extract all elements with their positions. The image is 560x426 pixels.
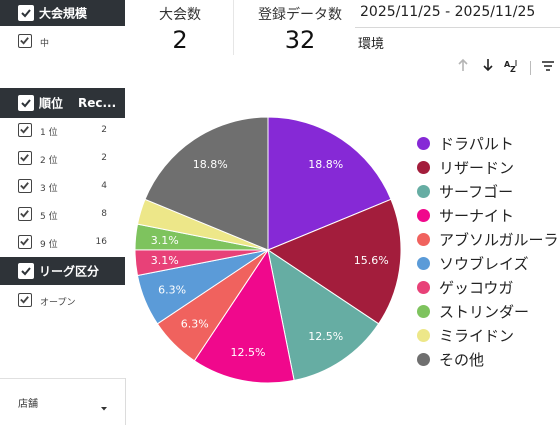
pie-slice-label: 3.1% bbox=[151, 254, 179, 267]
arrow-down-icon[interactable] bbox=[480, 58, 496, 78]
filter-option[interactable]: 中 bbox=[0, 28, 125, 56]
pie-slice-label: 18.8% bbox=[193, 158, 228, 171]
kpi-label: 大会数 bbox=[159, 7, 201, 23]
checkbox-checked-icon[interactable] bbox=[18, 235, 32, 249]
filter-option-label: 5 位 bbox=[40, 212, 58, 222]
pie-slice-label: 6.3% bbox=[158, 284, 186, 297]
checkbox-checked-icon[interactable] bbox=[18, 179, 32, 193]
checkbox-checked-icon[interactable] bbox=[18, 151, 32, 165]
legend-swatch bbox=[417, 233, 430, 246]
legend-swatch bbox=[417, 209, 430, 222]
filter-option[interactable]: 2 位 2 bbox=[0, 145, 125, 173]
checkbox-checked-icon[interactable] bbox=[18, 293, 32, 307]
checkbox-checked-icon[interactable] bbox=[18, 95, 34, 111]
filter-option-label: 1 位 bbox=[40, 128, 58, 138]
legend-label: リザードン bbox=[439, 159, 515, 177]
legend-swatch bbox=[417, 137, 430, 150]
legend-swatch bbox=[417, 329, 430, 342]
filter-title: リーグ区分 bbox=[39, 264, 100, 279]
legend-swatch bbox=[417, 161, 430, 174]
pie-slice[interactable] bbox=[266, 198, 402, 325]
filter-header-rank[interactable]: 順位 Rec... bbox=[0, 88, 125, 118]
filter-option[interactable]: 9 位 16 bbox=[0, 229, 125, 257]
filter-option-count: 2 bbox=[101, 125, 107, 135]
filter-option-count: 4 bbox=[101, 181, 107, 191]
arrow-up-icon[interactable] bbox=[455, 58, 471, 78]
kpi-label: 登録データ数 bbox=[258, 7, 342, 23]
legend-label: ソウブレイズ bbox=[439, 255, 529, 273]
legend-label: ストリンダー bbox=[439, 303, 530, 321]
legend-swatch bbox=[417, 257, 430, 270]
filter-header-league[interactable]: リーグ区分 bbox=[0, 257, 125, 285]
pie-slice-label: 3.1% bbox=[151, 234, 179, 247]
checkbox-checked-icon[interactable] bbox=[18, 5, 34, 21]
legend-swatch bbox=[417, 353, 430, 366]
filter-option-count: 2 bbox=[101, 153, 107, 163]
caret-down-icon bbox=[100, 397, 108, 416]
pie-slice-label: 12.5% bbox=[308, 330, 343, 343]
filter-option-count: 8 bbox=[101, 209, 107, 219]
legend-label: ミライドン bbox=[439, 327, 515, 345]
svg-text:A: A bbox=[504, 60, 511, 69]
filter-option-label: オープン bbox=[40, 298, 76, 308]
filter-title: 順位 bbox=[39, 96, 64, 111]
divider bbox=[125, 378, 126, 425]
pie-slice-label: 15.6% bbox=[354, 254, 389, 267]
divider bbox=[355, 27, 560, 28]
pie-slice[interactable] bbox=[144, 116, 269, 251]
pie-slice[interactable] bbox=[267, 248, 380, 381]
pie-slice[interactable] bbox=[193, 248, 295, 384]
checkbox-checked-icon[interactable] bbox=[18, 207, 32, 221]
checkbox-checked-icon[interactable] bbox=[18, 263, 34, 279]
legend-label: サーフゴー bbox=[439, 183, 514, 201]
pie-slice-label: 12.5% bbox=[230, 346, 265, 359]
filter-option[interactable]: 3 位 4 bbox=[0, 173, 125, 201]
svg-text:Z: Z bbox=[510, 65, 516, 74]
store-dropdown[interactable]: 店舗 bbox=[0, 378, 125, 426]
filter-option[interactable]: 1 位 2 bbox=[0, 117, 125, 145]
legend-swatch bbox=[417, 185, 430, 198]
pie-chart: 18.8% 15.6% 12.5% 12.5% 6.3% 6.3% 3.1% 3.1% 18.8… bbox=[134, 116, 402, 384]
pie-slice-label: 6.3% bbox=[181, 317, 209, 330]
pie-slice[interactable] bbox=[267, 116, 392, 251]
environment-filter-label[interactable]: 環境 bbox=[358, 37, 385, 52]
date-range-control[interactable]: 2025/11/25 - 2025/11/25 bbox=[360, 4, 536, 20]
legend-label: ゲッコウガ bbox=[439, 279, 514, 297]
kpi-value: 2 bbox=[172, 26, 188, 54]
legend-label: アブソルガルーラ bbox=[439, 231, 559, 249]
pie-slice-label: 18.8% bbox=[308, 158, 343, 171]
checkbox-checked-icon[interactable] bbox=[18, 34, 32, 48]
legend-swatch bbox=[417, 281, 430, 294]
legend-swatch bbox=[417, 305, 430, 318]
legend-label: ドラパルト bbox=[439, 135, 514, 153]
divider bbox=[530, 61, 531, 75]
filter-option-label: 2 位 bbox=[40, 156, 58, 166]
filter-icon[interactable] bbox=[540, 58, 556, 78]
legend-label: サーナイト bbox=[439, 207, 515, 225]
filter-option[interactable]: 5 位 8 bbox=[0, 201, 125, 229]
legend-label: その他 bbox=[439, 351, 485, 369]
divider bbox=[233, 0, 234, 55]
kpi-value: 32 bbox=[284, 26, 316, 54]
filter-option-label: 3 位 bbox=[40, 184, 58, 194]
filter-option-label: 中 bbox=[40, 39, 50, 49]
filter-title: 大会規模 bbox=[39, 6, 88, 21]
filter-option-label: 9 位 bbox=[40, 240, 58, 250]
store-dropdown-label: 店舗 bbox=[18, 399, 38, 410]
filter-option-count: 16 bbox=[95, 237, 107, 247]
filter-header-tournament-size[interactable]: 大会規模 bbox=[0, 0, 125, 26]
column-header-record: Rec... bbox=[78, 96, 117, 110]
filter-option[interactable]: オープン bbox=[0, 287, 125, 315]
checkbox-checked-icon[interactable] bbox=[18, 123, 32, 137]
